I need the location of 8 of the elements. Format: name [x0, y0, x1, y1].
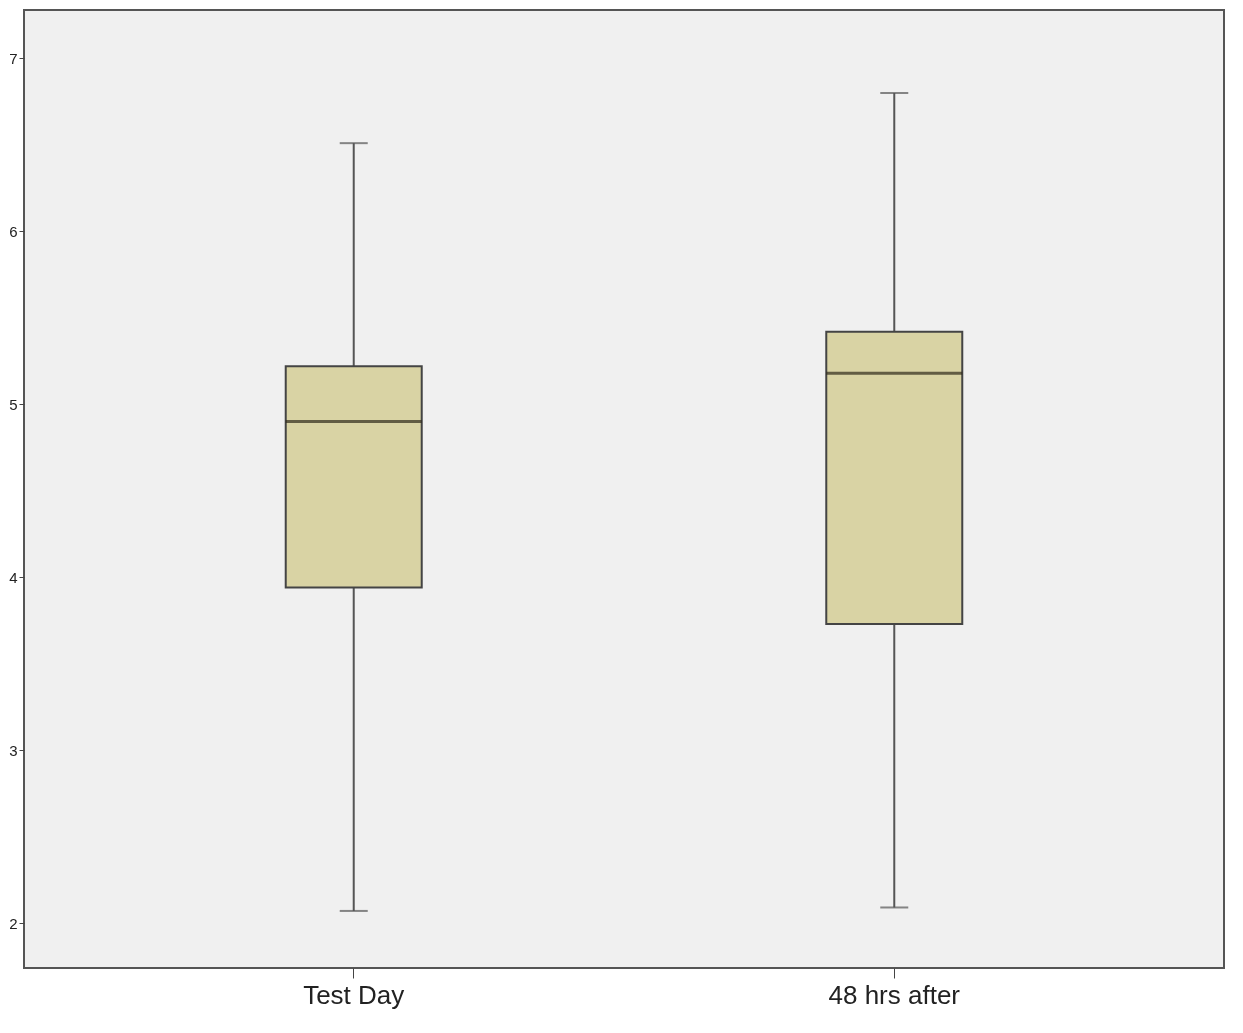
y-tick-label: 2 — [9, 914, 18, 932]
x-tick-label: Test Day — [303, 979, 405, 1010]
y-tick-label: 3 — [9, 741, 18, 759]
y-tick-label: 6 — [9, 222, 18, 240]
y-tick-label: 5 — [9, 395, 18, 413]
y-tick-label: 7 — [9, 49, 18, 67]
x-tick-label: 48 hrs after — [828, 979, 961, 1010]
y-tick-label: 4 — [9, 568, 18, 586]
